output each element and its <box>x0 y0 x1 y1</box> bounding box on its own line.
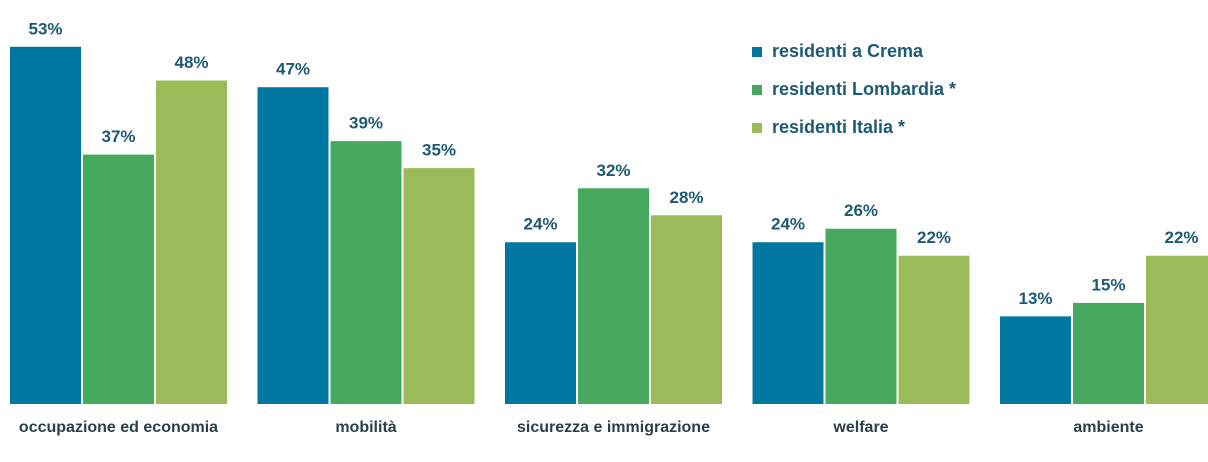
bar <box>752 242 824 404</box>
x-tick-label: welfare <box>833 419 889 436</box>
bar <box>257 87 329 404</box>
bar <box>505 242 576 404</box>
x-tick-label: ambiente <box>1073 419 1144 436</box>
value-label: 24% <box>771 215 805 234</box>
value-label: 22% <box>917 228 951 247</box>
legend-swatch <box>752 47 762 57</box>
value-label: 28% <box>669 188 703 207</box>
value-label: 13% <box>1018 289 1052 308</box>
legend-label: residenti a Crema <box>772 41 924 61</box>
x-tick-label: occupazione ed economia <box>18 419 219 436</box>
bar <box>651 215 722 404</box>
x-tick-label: mobilità <box>335 419 397 436</box>
bar <box>83 154 154 404</box>
bar <box>578 188 649 404</box>
legend-swatch <box>752 123 762 133</box>
bar <box>10 46 81 404</box>
value-label: 53% <box>28 19 62 38</box>
value-label: 24% <box>523 215 557 234</box>
legend-label: residenti Lombardia * <box>772 79 956 99</box>
value-label: 48% <box>174 53 208 72</box>
bar <box>1000 316 1071 404</box>
value-label: 32% <box>596 161 630 180</box>
value-label: 37% <box>101 127 135 146</box>
bar <box>156 80 227 404</box>
bar <box>1073 302 1144 404</box>
bar <box>898 255 970 404</box>
value-label: 35% <box>422 141 456 160</box>
value-label: 22% <box>1164 228 1198 247</box>
legend-label: residenti Italia * <box>772 117 905 137</box>
bar <box>330 141 402 404</box>
bar <box>825 228 897 404</box>
legend-swatch <box>752 85 762 95</box>
value-label: 15% <box>1091 275 1125 294</box>
bar <box>403 168 475 404</box>
value-label: 26% <box>844 201 878 220</box>
value-label: 47% <box>276 60 310 79</box>
value-label: 39% <box>349 114 383 133</box>
x-tick-label: sicurezza e immigrazione <box>517 419 710 436</box>
bar <box>1146 255 1208 404</box>
